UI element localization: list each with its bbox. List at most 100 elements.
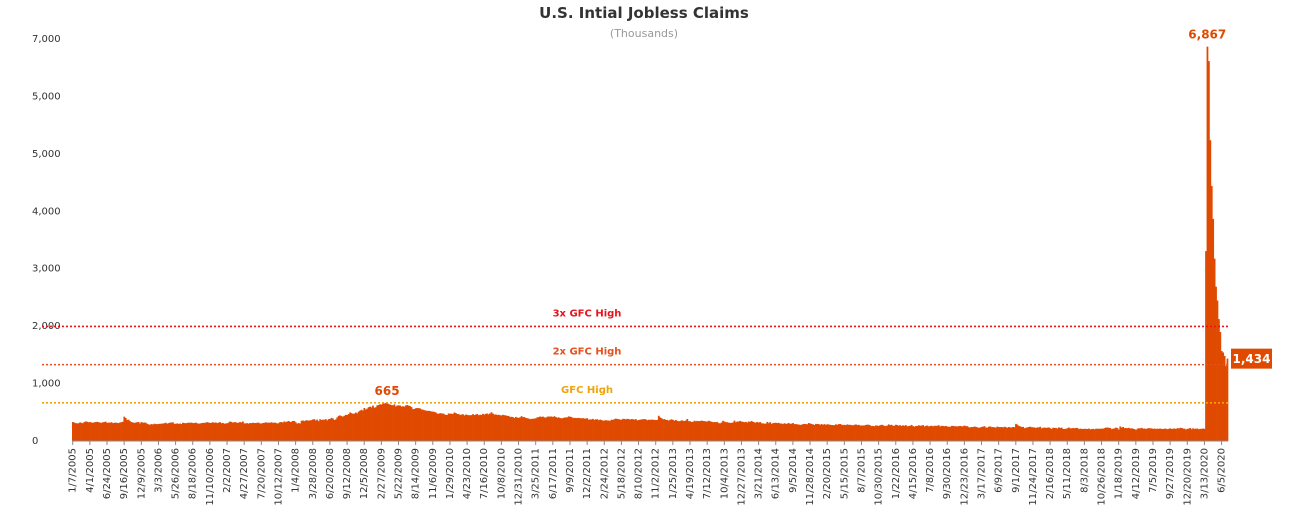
bar: [677, 421, 680, 441]
x-tick-label: 11/10/2006: [205, 448, 216, 506]
x-tick-label: 11/6/2009: [428, 448, 439, 499]
bar: [337, 415, 340, 441]
bar: [822, 424, 824, 441]
bar: [946, 426, 949, 441]
bar: [1033, 427, 1036, 441]
bar: [937, 425, 940, 441]
bar: [363, 407, 366, 441]
bar: [717, 423, 720, 441]
bar: [304, 420, 307, 441]
bar: [710, 421, 713, 441]
bar: [1013, 427, 1016, 441]
bar: [387, 403, 390, 441]
bar: [383, 403, 386, 441]
bar: [883, 425, 886, 441]
bar: [746, 422, 749, 441]
bar: [873, 426, 876, 441]
bar: [74, 423, 77, 441]
bar: [1189, 428, 1192, 441]
bar: [569, 416, 572, 441]
bar: [805, 424, 807, 441]
bar: [1169, 428, 1172, 441]
bar: [204, 422, 207, 441]
bar: [837, 424, 840, 441]
bar: [905, 425, 907, 441]
bar: [983, 426, 986, 441]
bar: [357, 411, 360, 441]
bar: [742, 421, 744, 441]
bar: [1135, 429, 1137, 441]
bar: [467, 415, 470, 441]
bar: [693, 420, 696, 441]
bar: [232, 422, 234, 441]
bar: [77, 423, 80, 441]
bar: [935, 425, 937, 441]
bar: [133, 422, 136, 441]
bar: [209, 422, 211, 441]
bar: [267, 422, 270, 441]
bar: [542, 416, 544, 441]
bar: [550, 416, 553, 441]
bar: [1040, 428, 1043, 441]
bar: [682, 420, 684, 441]
bar: [390, 405, 393, 441]
bar: [472, 414, 474, 441]
bar: [219, 422, 221, 441]
bar: [792, 423, 794, 441]
x-tick-label: 10/30/2015: [874, 448, 885, 506]
bar: [1103, 428, 1106, 441]
bar: [1122, 426, 1125, 441]
x-tick-label: 4/23/2010: [462, 448, 473, 499]
bar: [683, 420, 686, 441]
bar: [552, 417, 554, 441]
bar: [730, 422, 733, 441]
bar: [1130, 428, 1133, 441]
bar: [943, 426, 946, 441]
bar: [644, 419, 647, 441]
bar: [380, 404, 383, 441]
bar: [772, 423, 774, 441]
bar: [697, 421, 700, 441]
bar: [783, 423, 786, 441]
bar: [877, 425, 880, 441]
bar: [930, 425, 933, 441]
bar: [965, 426, 967, 441]
bar: [896, 425, 899, 441]
bar: [126, 420, 129, 441]
bar: [939, 426, 942, 441]
bar: [620, 419, 623, 441]
bar: [802, 424, 804, 441]
bar: [104, 421, 107, 441]
bar: [487, 414, 490, 441]
bar: [785, 423, 787, 441]
bar: [745, 421, 747, 441]
bar: [89, 421, 91, 441]
bar: [373, 407, 376, 441]
bar: [1136, 428, 1139, 441]
bar: [330, 417, 333, 441]
bar: [1006, 427, 1009, 441]
bar: [149, 424, 151, 441]
bar: [433, 411, 436, 441]
annotation-box: [1231, 348, 1272, 369]
bar: [795, 424, 797, 441]
bar: [384, 403, 387, 441]
bar: [773, 422, 776, 441]
bar: [843, 424, 846, 441]
bar: [977, 427, 980, 441]
bar: [636, 420, 639, 441]
bar: [1210, 185, 1213, 441]
bar: [614, 418, 617, 441]
bar: [189, 422, 191, 441]
bar: [332, 418, 334, 441]
bar: [1190, 429, 1193, 441]
bar: [1087, 428, 1090, 441]
bar: [777, 422, 780, 441]
bar: [656, 419, 659, 441]
bar: [627, 418, 630, 441]
bar: [632, 419, 634, 441]
bar: [536, 417, 539, 441]
bar: [456, 414, 459, 441]
bar: [346, 414, 349, 441]
bar: [657, 415, 660, 441]
